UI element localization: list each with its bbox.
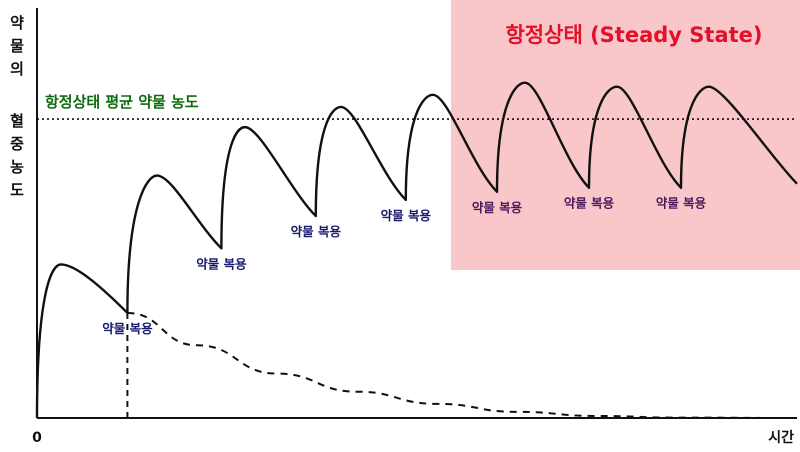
dose-label: 약물 복용: [196, 256, 247, 271]
single-dose-decay-curve: [127, 312, 798, 419]
steady-state-region: [451, 0, 800, 270]
dose-label: 약물 복용: [564, 196, 615, 211]
y-axis-label-char: 중: [10, 135, 24, 153]
y-axis-label-char: 물: [10, 37, 24, 55]
dose-label: 약물 복용: [381, 208, 432, 223]
dose-label: 약물 복용: [102, 321, 153, 336]
dose-label: 약물 복용: [656, 196, 707, 211]
y-axis-label-char: 농: [10, 158, 24, 176]
x-tick-label: 0: [32, 430, 42, 446]
x-axis-label: 시간: [768, 429, 794, 446]
y-axis-label-char: 약: [10, 14, 24, 32]
steady-state-average-label: 항정상태 평균 약물 농도: [45, 93, 199, 111]
dose-label: 약물 복용: [291, 224, 342, 239]
steady-state-label: 항정상태 (Steady State): [505, 23, 762, 47]
dose-label: 약물 복용: [472, 200, 523, 215]
concentration-curve: [35, 81, 798, 419]
y-axis-label-char: 의: [10, 60, 24, 78]
y-axis-label-char: 도: [10, 181, 24, 199]
y-axis-label-char: 혈: [10, 112, 24, 130]
